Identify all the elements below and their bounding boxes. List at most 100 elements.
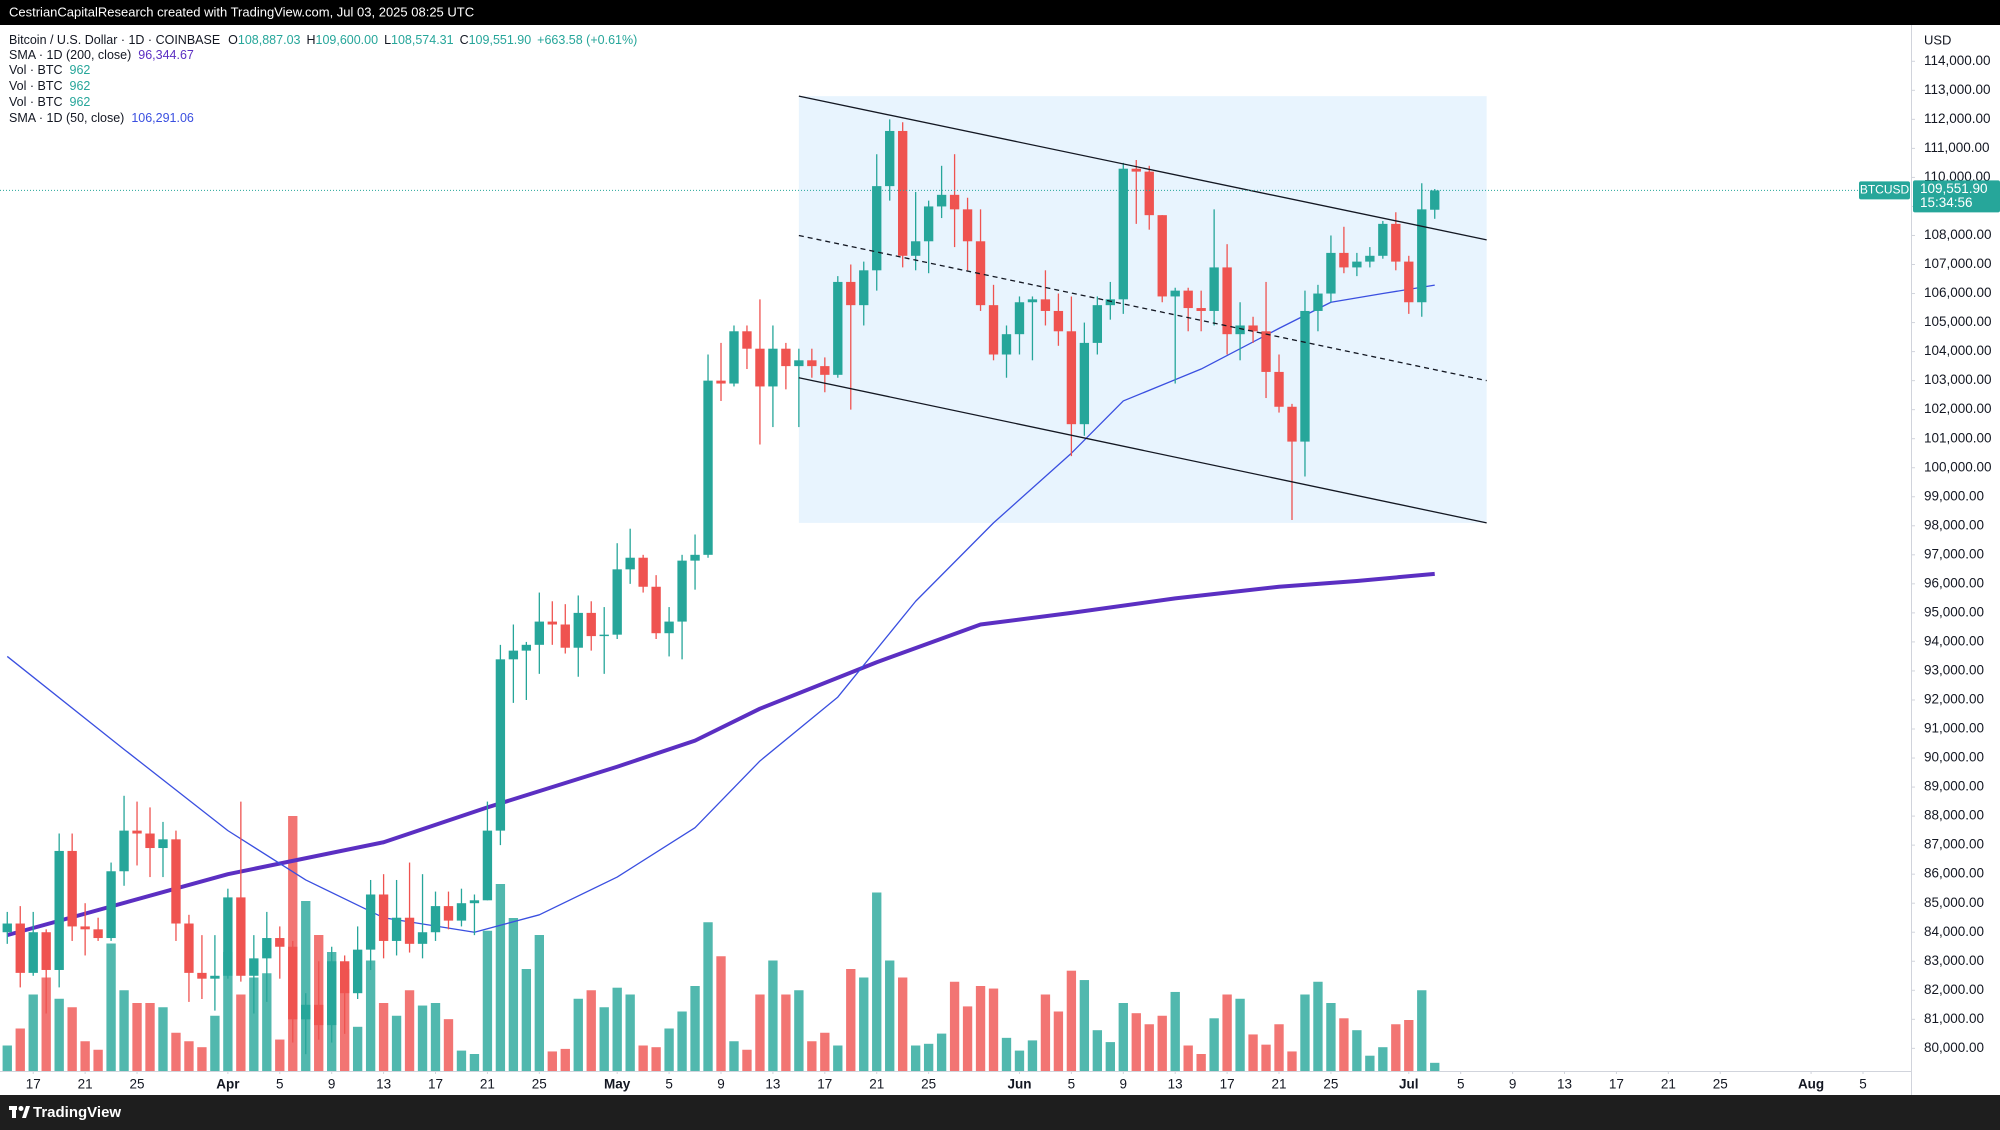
x-tick-label: 5 — [276, 1077, 284, 1092]
candle-body — [1339, 252, 1349, 268]
candle-body — [1365, 255, 1375, 262]
countdown-label: 15:34:56 — [1920, 195, 1973, 210]
volume-bar — [93, 1049, 103, 1071]
volume-bar — [1391, 1024, 1401, 1071]
x-tick-label: 21 — [869, 1077, 884, 1092]
header-bar — [0, 0, 2000, 25]
candle-body — [846, 281, 856, 306]
candle-body — [508, 650, 519, 660]
legend-row: Bitcoin / U.S. Dollar · 1D · COINBASE O10… — [9, 33, 637, 47]
candle-body — [859, 270, 869, 306]
volume-bar — [404, 990, 415, 1071]
candle-body — [534, 621, 544, 645]
x-tick-label: 17 — [26, 1077, 41, 1092]
x-tick-label: 5 — [1859, 1077, 1867, 1092]
x-tick-label: Jul — [1399, 1077, 1419, 1092]
candle-body — [664, 621, 674, 634]
y-tick-label: 87,000.00 — [1924, 837, 1984, 852]
volume-bar — [1144, 1024, 1154, 1071]
volume-bar — [1092, 1030, 1103, 1071]
volume-bar — [1313, 981, 1323, 1071]
candle-body — [119, 830, 129, 872]
x-tick-label: 25 — [532, 1077, 547, 1092]
candle-body — [599, 634, 609, 637]
volume-bar — [988, 988, 999, 1071]
candle-body — [781, 348, 791, 367]
volume-bar — [1014, 1050, 1025, 1071]
candle-body — [703, 380, 713, 555]
candle-body — [1040, 299, 1051, 311]
candle-body — [365, 894, 376, 950]
candle-body — [301, 1004, 311, 1020]
candle-body — [625, 557, 635, 570]
x-tick-label: 17 — [1609, 1077, 1624, 1092]
y-tick-label: 101,000.00 — [1924, 430, 1992, 445]
volume-bar — [15, 1028, 25, 1071]
y-tick-label: 113,000.00 — [1924, 82, 1991, 97]
candle-body — [962, 209, 973, 242]
candle-body — [651, 586, 661, 634]
volume-bar — [794, 990, 804, 1071]
candle-body — [1300, 310, 1310, 442]
x-tick-label: Aug — [1798, 1077, 1824, 1092]
legend-symbol: Bitcoin / U.S. Dollar · 1D · COINBASE — [9, 33, 220, 47]
candle-body — [443, 906, 454, 921]
candle-body — [417, 932, 428, 944]
candle-body — [275, 938, 285, 947]
indicator-name: SMA · 1D (200, close) — [9, 48, 131, 62]
candle-body — [755, 348, 765, 387]
volume-bar — [755, 994, 765, 1071]
candle-body — [339, 961, 350, 994]
candle-body — [949, 194, 960, 210]
y-tick-label: 105,000.00 — [1924, 314, 1992, 329]
y-tick-label: 88,000.00 — [1924, 808, 1984, 823]
volume-bar — [729, 1041, 739, 1071]
y-tick-label: 112,000.00 — [1924, 111, 1991, 126]
volume-bar — [768, 960, 778, 1071]
volume-bar — [1339, 1018, 1349, 1071]
candle-body — [288, 946, 298, 1020]
volume-bar — [651, 1047, 661, 1071]
candle-body — [1430, 190, 1440, 210]
indicator-value: 962 — [70, 79, 91, 93]
candle-body — [495, 659, 506, 831]
candle-body — [1014, 302, 1025, 335]
y-tick-label: 96,000.00 — [1924, 575, 1984, 590]
volume-bar — [197, 1047, 207, 1071]
y-tick-label: 106,000.00 — [1924, 285, 1992, 300]
volume-bar — [223, 952, 233, 1071]
y-tick-label: 102,000.00 — [1924, 401, 1992, 416]
volume-bar — [1248, 1034, 1258, 1071]
volume-bar — [184, 1041, 194, 1071]
volume-bar — [846, 969, 856, 1071]
volume-bar — [1040, 994, 1051, 1071]
volume-bar — [1001, 1037, 1012, 1071]
candle-body — [807, 360, 817, 367]
volume-bar — [716, 956, 726, 1071]
y-tick-label: 98,000.00 — [1924, 517, 1984, 532]
volume-bar — [41, 977, 51, 1071]
volume-bar — [1157, 1015, 1167, 1071]
candle-body — [80, 926, 90, 930]
y-tick-label: 84,000.00 — [1924, 924, 1984, 939]
ohlc-key: C — [460, 33, 469, 47]
logo-shape — [18, 1106, 24, 1111]
volume-bar — [625, 994, 635, 1071]
volume-bar — [1430, 1062, 1440, 1071]
volume-bar — [1183, 1045, 1193, 1071]
candle-body — [1118, 168, 1128, 300]
channel-line — [798, 95, 1487, 241]
candle-body — [28, 932, 38, 973]
x-tick-label: 21 — [1661, 1077, 1676, 1092]
volume-bar — [1131, 1013, 1141, 1071]
candle-body — [573, 612, 583, 648]
volume-bar — [482, 930, 493, 1071]
volume-bar — [599, 1007, 609, 1071]
legend-row: SMA · 1D (50, close) 106,291.06 — [9, 111, 194, 125]
indicator-name: Vol · BTC — [9, 79, 63, 93]
candle-body — [249, 958, 259, 976]
y-tick-label: 104,000.00 — [1924, 343, 1992, 358]
volume-bar — [586, 990, 596, 1071]
volume-bar — [664, 1028, 674, 1071]
